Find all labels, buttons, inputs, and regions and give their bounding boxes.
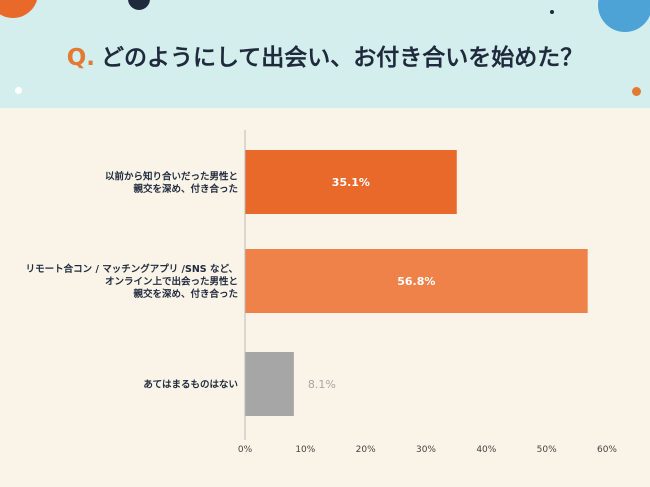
bar-1 xyxy=(245,150,457,214)
small-navy-dot-decoration xyxy=(550,10,554,14)
category-label-2-line-3: 親交を深め、付き合った xyxy=(133,288,238,300)
white-dot-decoration xyxy=(15,87,22,94)
bar-2 xyxy=(245,249,588,313)
data-label-1: 35.1% xyxy=(332,176,370,189)
category-label-1-line-2: 親交を深め、付き合った xyxy=(133,183,238,195)
blue-dot-decoration xyxy=(598,0,650,32)
data-label-3: 8.1% xyxy=(308,378,336,391)
orange-circle-decoration xyxy=(0,0,38,18)
question-label: Q. xyxy=(66,45,95,71)
navy-circle-decoration xyxy=(128,0,150,10)
x-tick-label-30: 30% xyxy=(416,445,436,455)
question-title: Q. どのようにして出会い、お付き合いを始めた？ xyxy=(0,38,650,72)
x-tick-label-60: 60% xyxy=(597,445,617,455)
orange-dot-decoration xyxy=(632,87,641,96)
x-tick-labels-group: 0% 10% 20% 30% 40% 50% 60% xyxy=(238,445,618,455)
x-tick-label-20: 20% xyxy=(356,445,376,455)
data-labels-group: 35.1% 56.8% 8.1% xyxy=(308,176,436,391)
x-tick-label-0: 0% xyxy=(238,445,253,455)
header-banner: Q. どのようにして出会い、お付き合いを始めた？ xyxy=(0,0,650,108)
category-label-1-line-1: 以前から知り合いだった男性と xyxy=(105,170,238,182)
question-text: どのようにして出会い、お付き合いを始めた？ xyxy=(100,45,584,71)
x-tick-label-40: 40% xyxy=(476,445,496,455)
x-tick-label-50: 50% xyxy=(537,445,557,455)
category-label-2-line-1: リモート合コン / マッチングアプリ /SNS など、 xyxy=(26,263,238,275)
bar-3 xyxy=(245,352,294,416)
data-label-2: 56.8% xyxy=(397,275,435,288)
category-label-2-line-2: オンライン上で出会った男性と xyxy=(105,276,238,288)
x-tick-label-10: 10% xyxy=(295,445,315,455)
category-label-3-line-1: あてはまるものはない xyxy=(143,379,238,391)
bars-group xyxy=(245,150,588,416)
